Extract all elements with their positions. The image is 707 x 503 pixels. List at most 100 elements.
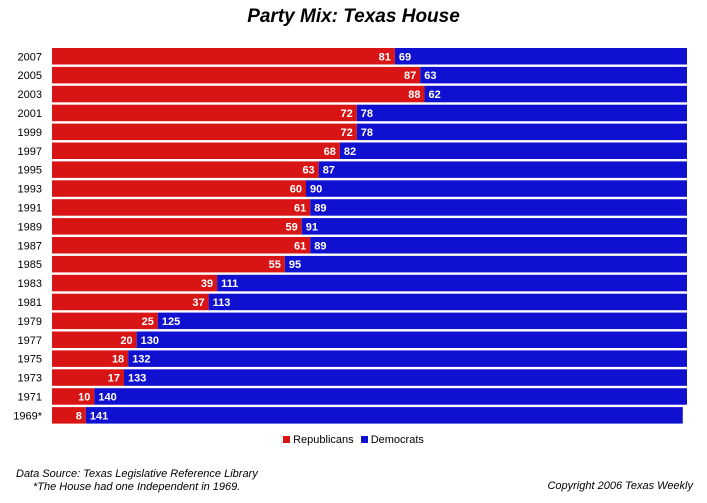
value-label-republicans: 25 (142, 316, 154, 328)
bar-democrats (217, 274, 687, 292)
year-label: 1981 (18, 297, 42, 309)
value-label-democrats: 133 (128, 373, 146, 385)
year-label: 1985 (18, 259, 42, 271)
bar-republicans (52, 237, 311, 254)
value-label-republicans: 88 (408, 89, 420, 101)
legend-swatch-republicans (283, 435, 291, 443)
value-label-democrats: 95 (289, 259, 301, 271)
legend-label-democrats: Democrats (370, 434, 424, 446)
legend-label-republicans: Republicans (293, 434, 354, 446)
data-source-note: Data Source: Texas Legislative Reference… (16, 468, 258, 494)
bar-democrats (128, 350, 687, 367)
year-label: 1999 (18, 127, 42, 139)
value-label-republicans: 72 (341, 108, 353, 120)
bar-democrats (284, 255, 687, 273)
bar-democrats (310, 237, 687, 254)
year-label: 1989 (18, 221, 42, 233)
bar-democrats (318, 161, 687, 178)
bar-democrats (157, 312, 688, 330)
value-label-democrats: 89 (314, 240, 326, 252)
value-label-republicans: 10 (78, 391, 90, 403)
value-label-democrats: 111 (221, 278, 238, 290)
bar-republicans (52, 104, 357, 122)
year-label: 2003 (18, 89, 42, 101)
bar-republicans (52, 142, 340, 159)
value-label-republicans: 61 (294, 202, 306, 214)
copyright-note: Copyright 2006 Texas Weekly (547, 480, 693, 492)
value-label-democrats: 78 (361, 108, 373, 120)
year-label: 1979 (18, 316, 42, 328)
value-label-democrats: 82 (344, 146, 356, 158)
year-label: 1997 (18, 146, 42, 158)
value-label-democrats: 63 (424, 70, 436, 82)
value-label-republicans: 55 (269, 259, 281, 271)
bar-republicans (52, 255, 285, 273)
value-label-republicans: 59 (286, 221, 298, 233)
chart-title: Party Mix: Texas House (247, 6, 460, 27)
value-label-democrats: 91 (306, 221, 318, 233)
bar-democrats (356, 123, 687, 141)
value-label-republicans: 20 (120, 335, 132, 347)
value-label-republicans: 39 (201, 278, 213, 290)
bar-democrats (94, 388, 688, 405)
bar-republicans (52, 48, 395, 65)
bar-republicans (52, 369, 124, 386)
year-label: 1987 (18, 240, 42, 252)
value-label-democrats: 78 (361, 127, 373, 139)
year-label: 1983 (18, 278, 42, 290)
value-label-republicans: 68 (324, 146, 336, 158)
bar-chart: 2007 81 69 2005 87 63 2003 88 62 2001 72 78 1999 72 78… (13, 48, 688, 424)
year-label: 1991 (18, 202, 42, 214)
bar-democrats (85, 407, 683, 424)
value-label-democrats: 89 (314, 202, 326, 214)
value-label-democrats: 69 (399, 51, 411, 63)
value-label-democrats: 132 (132, 354, 150, 366)
legend: Republicans Democrats (0, 434, 707, 446)
value-label-democrats: 62 (429, 89, 441, 101)
bar-republicans (52, 350, 129, 367)
bar-republicans (52, 66, 421, 84)
value-label-republicans: 63 (302, 165, 314, 177)
bar-republicans (52, 407, 86, 424)
value-label-republicans: 17 (108, 373, 120, 385)
value-label-democrats: 113 (213, 297, 231, 309)
year-label: 2001 (18, 108, 42, 120)
bar-democrats (339, 142, 687, 159)
bar-republicans (52, 199, 311, 216)
value-label-democrats: 141 (90, 410, 108, 422)
bar-republicans (52, 161, 319, 178)
year-label: 1977 (18, 335, 42, 347)
value-label-republicans: 37 (192, 297, 204, 309)
bar-democrats (424, 85, 687, 103)
bar-democrats (310, 199, 687, 216)
value-label-republicans: 18 (112, 354, 124, 366)
bar-republicans (52, 123, 357, 141)
bar-democrats (136, 331, 687, 348)
value-label-republicans: 8 (76, 410, 82, 422)
bar-democrats (420, 66, 687, 84)
bar-republicans (52, 85, 425, 103)
legend-item-democrats: Democrats (360, 434, 424, 446)
value-label-republicans: 60 (290, 184, 302, 196)
bar-democrats (394, 48, 687, 65)
bar-democrats (123, 369, 687, 386)
legend-swatch-democrats (360, 435, 368, 443)
value-label-republicans: 72 (341, 127, 353, 139)
year-label: 1993 (18, 184, 42, 196)
footnote-line: *The House had one Independent in 1969. (33, 481, 241, 493)
value-label-democrats: 130 (141, 335, 159, 347)
bar-republicans (52, 312, 158, 330)
bar-republicans (52, 293, 209, 311)
value-label-republicans: 81 (379, 51, 391, 63)
source-line: Data Source: Texas Legislative Reference… (16, 468, 258, 480)
bar-democrats (356, 104, 687, 122)
bar-republicans (52, 388, 95, 405)
value-label-republicans: 87 (404, 70, 416, 82)
year-label: 2005 (18, 70, 42, 82)
year-label: 1973 (18, 373, 42, 385)
year-label: 1975 (18, 354, 42, 366)
value-label-republicans: 61 (294, 240, 306, 252)
year-label: 1995 (18, 165, 42, 177)
legend-item-republicans: Republicans (283, 434, 357, 446)
bar-republicans (52, 218, 302, 235)
